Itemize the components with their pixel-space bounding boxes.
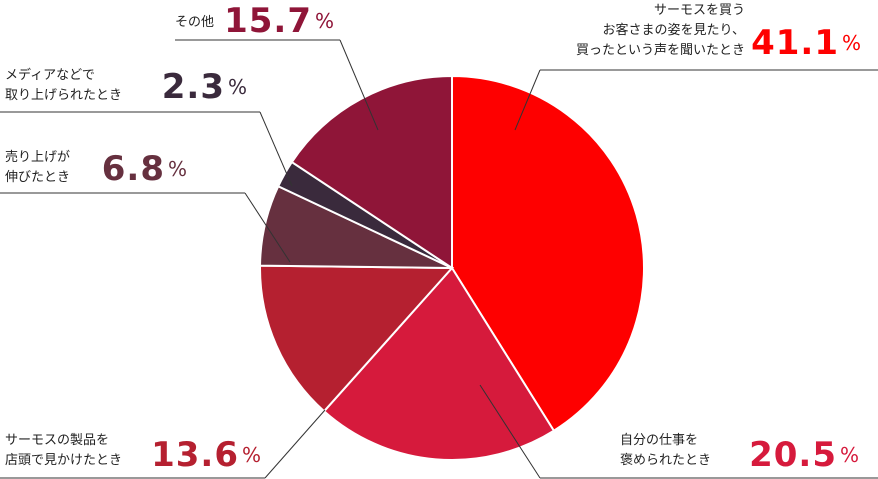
label-line: その他 <box>175 15 214 30</box>
leader-line <box>264 409 326 479</box>
pie-slice <box>259 264 455 413</box>
value-unit: % <box>842 31 862 55</box>
value-unit: % <box>242 443 262 467</box>
pie-slice <box>322 266 556 461</box>
value-number: 41.1 <box>751 23 839 63</box>
leader-line <box>479 384 541 479</box>
slice-label: その他 <box>175 15 214 30</box>
value-label: 15.7% <box>224 1 335 41</box>
label-line: サーモスの製品を <box>5 433 109 448</box>
label-line: 売り上げが <box>5 149 70 165</box>
slice-label: サーモスの製品を店頭で見かけたとき <box>5 433 122 468</box>
leader-line <box>259 111 293 187</box>
value-number: 20.5 <box>749 435 837 475</box>
value-number: 6.8 <box>102 149 165 189</box>
label-line: 取り上げられたとき <box>5 88 122 103</box>
slice-label: 売り上げが伸びたとき <box>5 149 70 185</box>
value-unit: % <box>228 75 248 99</box>
label-line: サーモスを買う <box>654 3 745 18</box>
value-unit: % <box>315 9 335 33</box>
value-label: 41.1% <box>751 23 862 63</box>
value-number: 15.7 <box>224 1 312 41</box>
label-line: 店頭で見かけたとき <box>5 453 122 468</box>
leader-line <box>514 69 541 131</box>
slice-label: メディアなどで取り上げられたとき <box>5 67 122 103</box>
value-number: 13.6 <box>151 435 239 475</box>
label-line: お客さまの姿を見たり、 <box>603 22 745 38</box>
value-unit: % <box>168 157 188 181</box>
value-label: 6.8% <box>102 149 188 189</box>
label-line: 褒められたとき <box>620 453 711 468</box>
slice-label: 自分の仕事を褒められたとき <box>620 433 711 468</box>
label-line: 自分の仕事を <box>620 433 698 448</box>
pie-slice <box>451 74 645 433</box>
value-number: 2.3 <box>162 67 225 107</box>
value-label: 20.5% <box>749 435 860 475</box>
value-label: 13.6% <box>151 435 262 475</box>
leader-line <box>244 192 291 263</box>
leader-line <box>339 39 379 131</box>
label-line: 伸びたとき <box>5 170 70 185</box>
value-label: 2.3% <box>162 67 248 107</box>
label-line: メディアなどで <box>5 67 95 83</box>
slice-label: サーモスを買うお客さまの姿を見たり、買ったという声を聞いたとき <box>576 3 745 58</box>
value-unit: % <box>840 443 860 467</box>
pie-slice <box>290 74 453 270</box>
label-line: 買ったという声を聞いたとき <box>576 43 745 58</box>
